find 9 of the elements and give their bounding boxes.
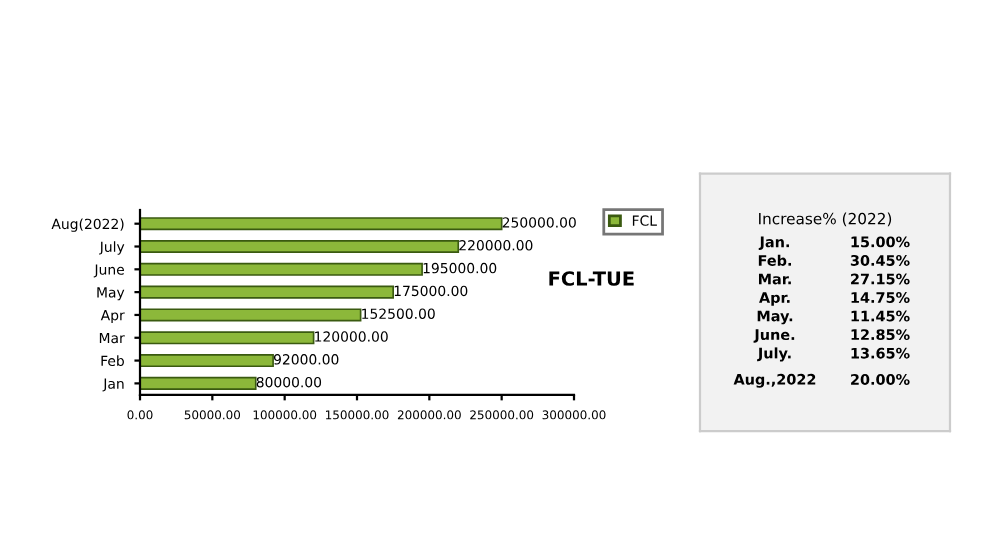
bar <box>140 239 460 254</box>
annotation: FCL-TUE <box>549 271 634 286</box>
bar <box>140 308 362 322</box>
bar <box>140 331 315 345</box>
bar <box>140 217 503 231</box>
bar <box>140 354 274 368</box>
bar <box>140 262 423 276</box>
bar <box>140 285 395 299</box>
bar <box>140 376 257 390</box>
